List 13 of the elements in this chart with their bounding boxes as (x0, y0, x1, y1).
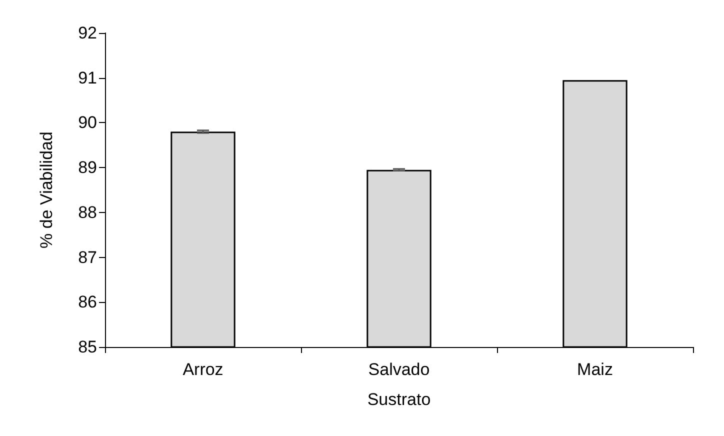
y-axis-title: % de Viabilidad (37, 132, 56, 248)
x-tick-label: Maiz (577, 360, 613, 379)
y-tick-label: 91 (78, 68, 97, 88)
x-tick-label: Arroz (182, 360, 224, 379)
y-tick-label: 87 (78, 248, 97, 267)
y-tick-label: 85 (78, 338, 97, 356)
y-tick-label: 89 (78, 158, 97, 178)
y-tick-label: 92 (78, 24, 97, 42)
y-tick-label: 88 (78, 202, 97, 222)
y-tick-label: 90 (78, 113, 97, 132)
y-tick-label: 86 (78, 292, 97, 312)
x-tick-label: Salvado (368, 360, 430, 379)
x-axis-title: Sustrato (367, 390, 431, 409)
